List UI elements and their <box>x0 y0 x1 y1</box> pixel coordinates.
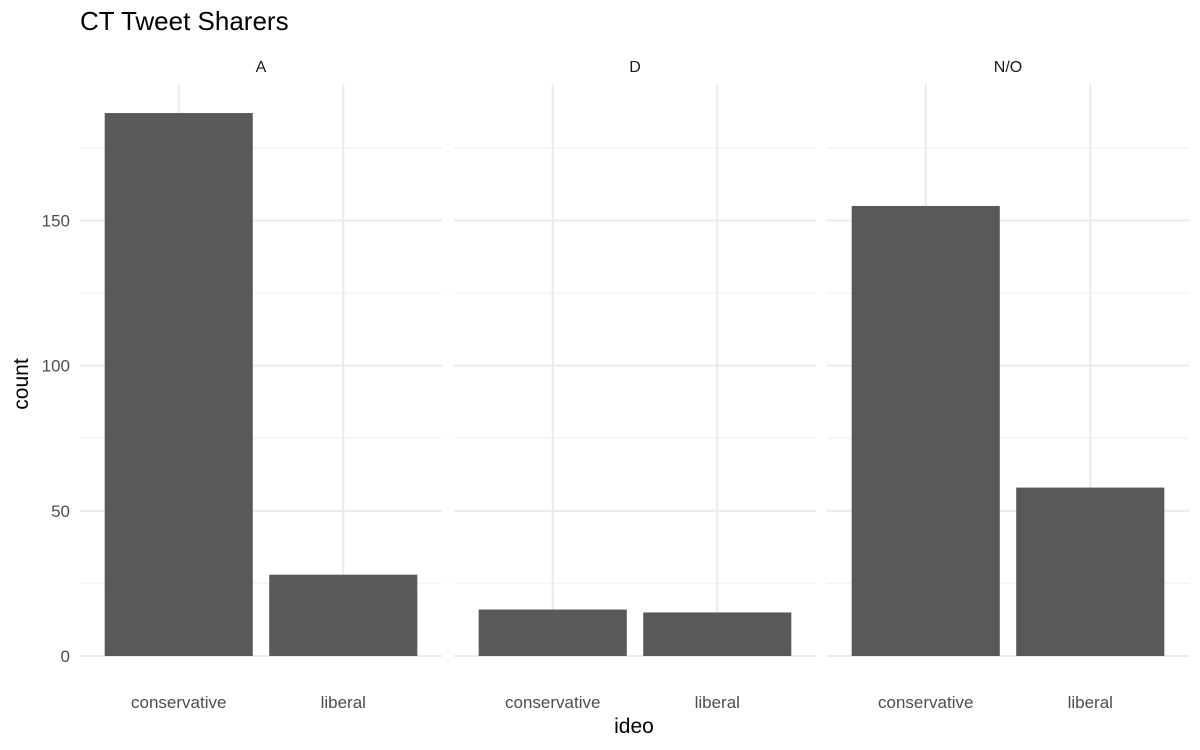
facet-strip-label: D <box>629 59 641 76</box>
bar <box>851 205 1000 657</box>
facet-strip-label: N/O <box>994 59 1022 76</box>
x-tick-label: liberal <box>1068 693 1113 712</box>
chart-title: CT Tweet Sharers <box>80 6 289 36</box>
facet-strip-label: A <box>256 59 267 76</box>
x-tick-label: liberal <box>695 693 740 712</box>
x-tick-label: conservative <box>505 693 600 712</box>
bar <box>478 609 627 656</box>
x-tick-label: conservative <box>878 693 973 712</box>
y-axis-title: count <box>10 358 33 410</box>
x-tick-label: conservative <box>131 693 226 712</box>
bar <box>104 113 253 657</box>
bar <box>269 574 418 656</box>
y-tick-label: 150 <box>42 211 70 230</box>
y-tick-label: 50 <box>51 502 70 521</box>
y-tick-label: 100 <box>42 357 70 376</box>
x-tick-label: liberal <box>321 693 366 712</box>
facet-panel: conservative liberal N/O <box>827 59 1189 712</box>
bar <box>643 612 792 656</box>
x-axis-title: ideo <box>614 715 654 738</box>
facet-panel: conservative liberal D <box>454 59 816 712</box>
y-axis-ticks: 0 50 100 150 <box>42 211 70 666</box>
bar <box>1016 487 1165 656</box>
facet-panel: conservative liberal A <box>80 59 442 712</box>
y-tick-label: 0 <box>61 647 70 666</box>
